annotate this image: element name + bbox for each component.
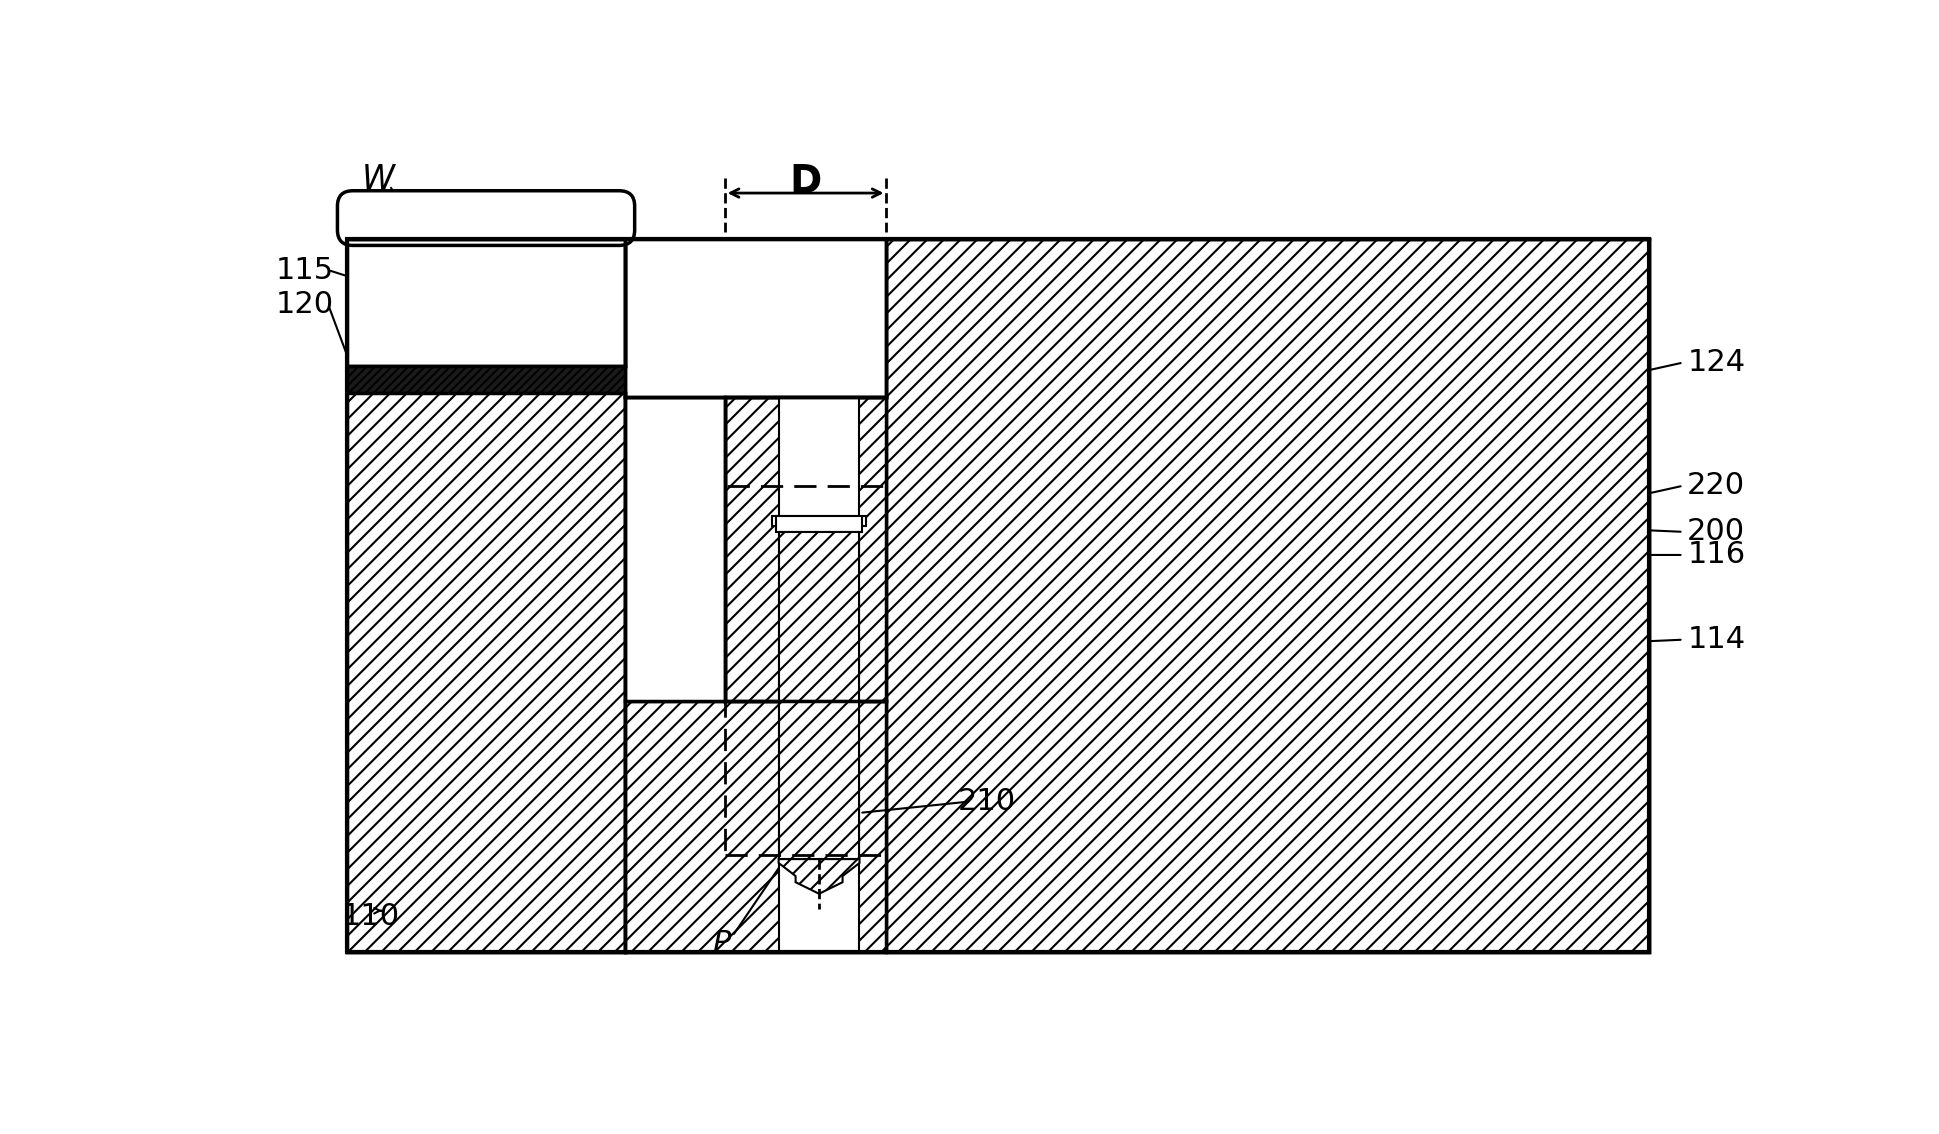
Text: 220: 220: [1687, 471, 1745, 500]
Bar: [886, 239, 1648, 951]
Bar: [725, 397, 886, 701]
Bar: [347, 366, 624, 393]
Text: 120: 120: [275, 290, 334, 319]
Bar: [347, 239, 624, 366]
Text: 114: 114: [1687, 625, 1745, 654]
Bar: [778, 701, 859, 951]
FancyBboxPatch shape: [337, 191, 634, 245]
Bar: [772, 516, 865, 526]
Text: 116: 116: [1687, 541, 1745, 569]
Bar: [778, 701, 859, 860]
Bar: [624, 239, 886, 397]
Bar: [624, 397, 725, 701]
Text: 115: 115: [275, 255, 334, 285]
Bar: [776, 516, 861, 532]
Text: 200: 200: [1687, 517, 1745, 547]
Polygon shape: [778, 860, 859, 894]
Text: D: D: [789, 162, 822, 201]
Text: 210: 210: [958, 787, 1016, 815]
Bar: [778, 532, 859, 701]
Bar: [725, 485, 886, 855]
Bar: [778, 397, 859, 701]
Bar: [347, 239, 1648, 951]
Bar: [347, 366, 624, 951]
Text: 110: 110: [341, 903, 399, 931]
Bar: [347, 239, 1648, 951]
Text: W: W: [361, 162, 394, 196]
Bar: [624, 701, 886, 951]
Text: P: P: [712, 929, 729, 958]
Text: 124: 124: [1687, 348, 1745, 376]
